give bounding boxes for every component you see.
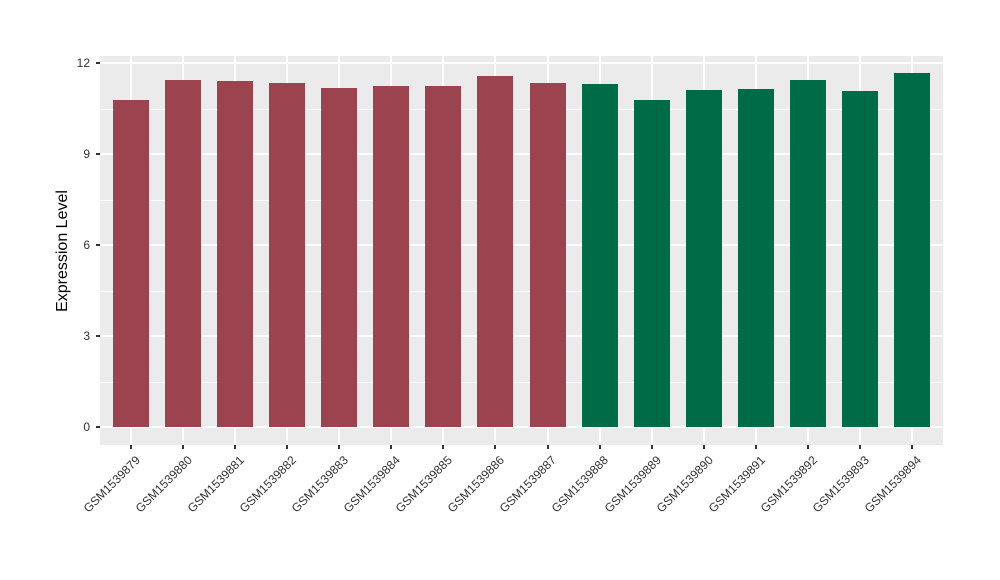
bar-GSM1539888	[581, 83, 618, 427]
bar-GSM1539879	[113, 99, 150, 427]
gridline-major	[100, 335, 943, 337]
bar-GSM1539889	[633, 99, 670, 427]
gridline-minor	[100, 381, 943, 383]
bar-GSM1539885	[425, 86, 462, 427]
gridline-minor	[100, 108, 943, 110]
x-tick-mark	[234, 445, 237, 449]
y-axis-title: Expression Level	[54, 189, 71, 312]
y-tick-mark	[96, 62, 100, 64]
plot-panel	[100, 56, 943, 445]
gridline-minor	[100, 199, 943, 201]
y-tick-mark	[96, 426, 100, 428]
gridline-major	[100, 244, 943, 246]
bar-GSM1539880	[165, 79, 202, 427]
y-tick-label: 6	[83, 238, 90, 252]
gridline-major	[100, 153, 943, 155]
bar-GSM1539884	[373, 86, 410, 427]
x-tick-mark	[598, 445, 601, 449]
x-tick-mark	[182, 445, 185, 449]
x-tick-mark	[806, 445, 809, 449]
x-tick-mark	[442, 445, 445, 449]
y-tick-mark	[96, 335, 100, 337]
y-tick-label: 9	[83, 147, 90, 161]
gridline-major	[100, 62, 943, 64]
gridline-major	[100, 426, 943, 428]
x-tick-mark	[650, 445, 653, 449]
x-tick-mark	[130, 445, 133, 449]
y-tick-mark	[96, 153, 100, 155]
y-tick-mark	[96, 244, 100, 246]
y-tick-label: 0	[83, 420, 90, 434]
y-tick-label: 12	[76, 56, 90, 70]
x-tick-mark	[702, 445, 705, 449]
bar-GSM1539890	[685, 89, 722, 427]
bar-GSM1539883	[321, 87, 358, 427]
bar-GSM1539892	[789, 79, 826, 427]
y-tick-label: 3	[83, 329, 90, 343]
x-tick-mark	[390, 445, 393, 449]
bar-GSM1539881	[217, 80, 254, 427]
gridline-minor	[100, 290, 943, 292]
x-tick-mark	[494, 445, 497, 449]
bar-GSM1539886	[477, 76, 514, 427]
x-tick-mark	[546, 445, 549, 449]
x-tick-mark	[754, 445, 757, 449]
x-tick-mark	[286, 445, 289, 449]
bar-GSM1539894	[893, 73, 930, 427]
bar-GSM1539891	[737, 88, 774, 427]
bar-GSM1539887	[529, 83, 566, 427]
x-tick-mark	[858, 445, 861, 449]
x-tick-mark	[338, 445, 341, 449]
x-tick-mark	[910, 445, 913, 449]
bar-GSM1539893	[841, 91, 878, 427]
bar-GSM1539882	[269, 83, 306, 427]
